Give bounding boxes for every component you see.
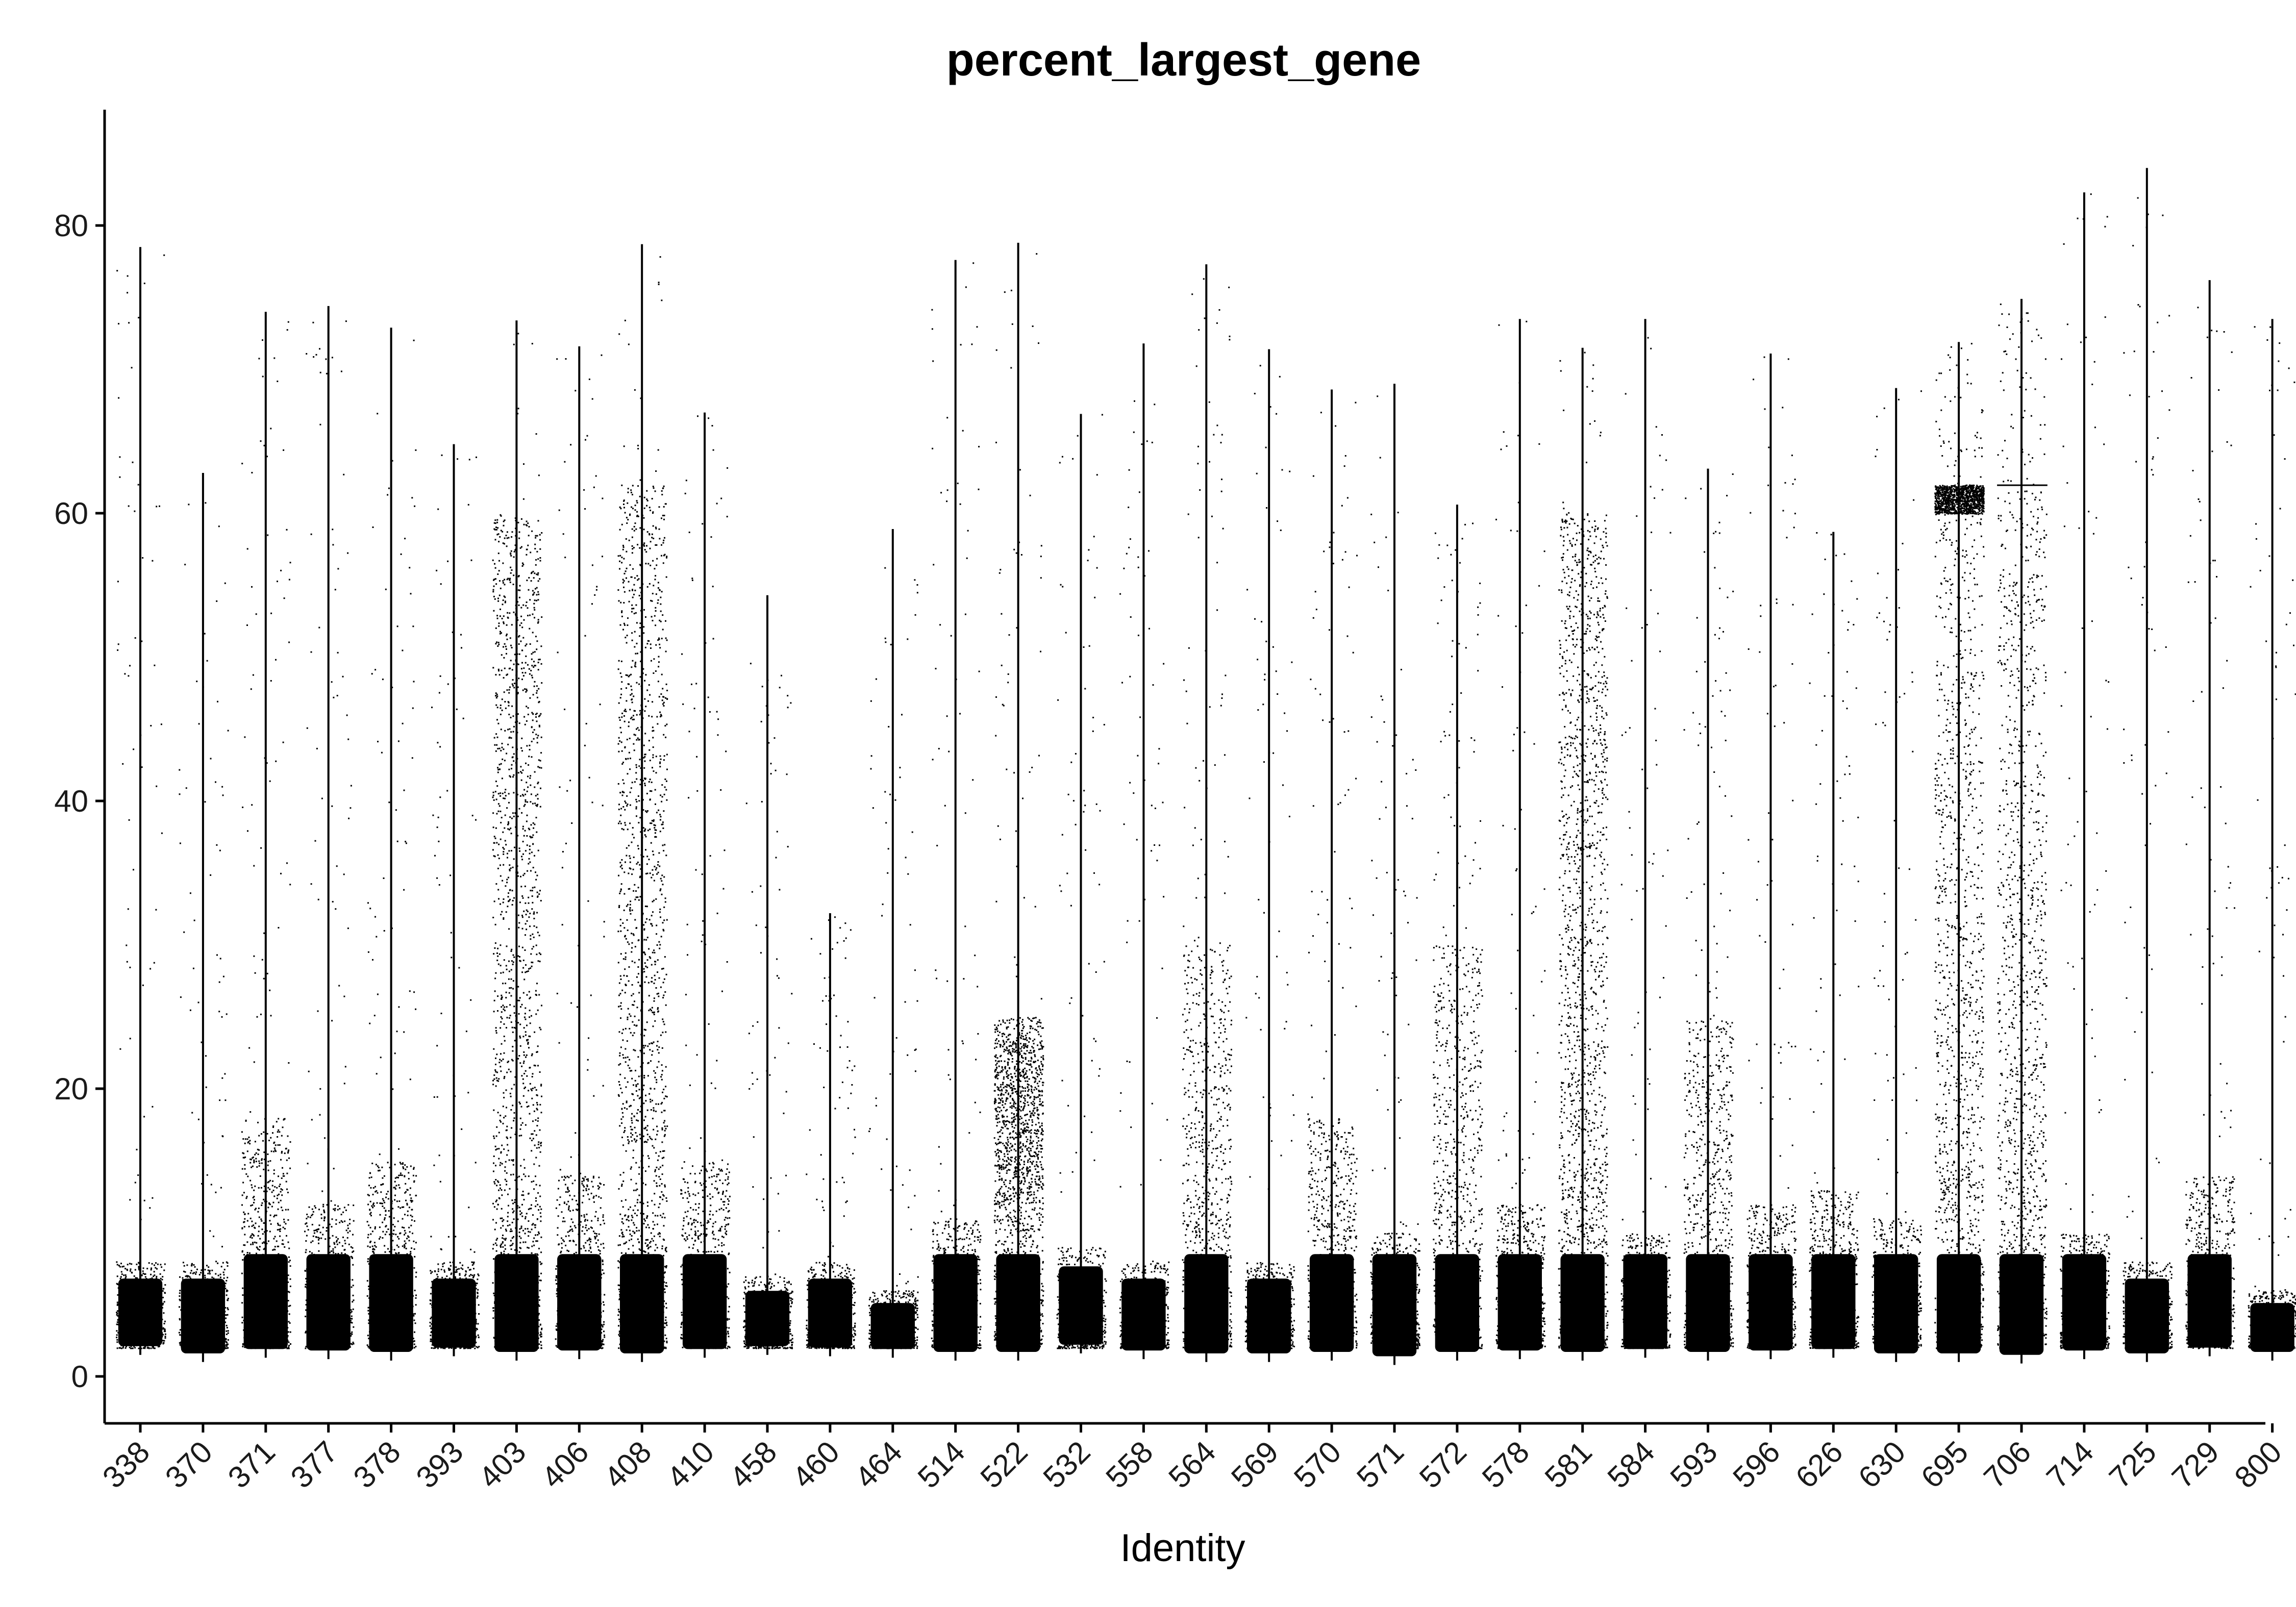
x-tick-label-464: 464 xyxy=(848,1435,909,1495)
x-tick-label-393: 393 xyxy=(410,1435,470,1495)
jitter-points-572 xyxy=(1433,522,1483,1349)
x-tick-label-564: 564 xyxy=(1162,1435,1222,1495)
chart-title: percent_largest_gene xyxy=(946,35,1421,86)
x-tick-label-630: 630 xyxy=(1852,1435,1912,1495)
x-tick-label-596: 596 xyxy=(1726,1435,1786,1495)
x-tick-label-406: 406 xyxy=(535,1435,595,1495)
y-tick-label-80: 80 xyxy=(54,209,88,243)
x-tick-label-571: 571 xyxy=(1350,1435,1410,1495)
jitter-points-596 xyxy=(1746,356,1797,1349)
x-tick-label-532: 532 xyxy=(1037,1435,1097,1495)
x-tick-label-378: 378 xyxy=(347,1435,407,1495)
y-tick-label-40: 40 xyxy=(54,784,88,818)
y-tick-label-0: 0 xyxy=(71,1360,88,1394)
x-tick-label-714: 714 xyxy=(2040,1435,2100,1495)
x-axis-label: Identity xyxy=(1120,1526,1245,1570)
x-tick-label-626: 626 xyxy=(1789,1435,1849,1495)
x-tick-label-572: 572 xyxy=(1413,1435,1473,1495)
x-tick-label-569: 569 xyxy=(1225,1435,1285,1495)
x-tick-label-584: 584 xyxy=(1601,1435,1661,1495)
x-tick-label-558: 558 xyxy=(1099,1435,1159,1495)
x-tick-label-514: 514 xyxy=(911,1435,971,1495)
x-tick-label-377: 377 xyxy=(284,1435,344,1495)
x-tick-label-578: 578 xyxy=(1476,1435,1536,1495)
x-tick-label-403: 403 xyxy=(472,1435,532,1495)
x-tick-label-725: 725 xyxy=(2103,1435,2163,1495)
jitter-points-408 xyxy=(617,256,668,1349)
x-tick-label-695: 695 xyxy=(1914,1435,1975,1495)
x-tick-label-408: 408 xyxy=(597,1435,658,1495)
y-tick-label-20: 20 xyxy=(54,1072,88,1106)
x-tick-label-370: 370 xyxy=(159,1435,219,1495)
x-tick-label-371: 371 xyxy=(221,1435,282,1495)
x-tick-label-522: 522 xyxy=(974,1435,1034,1495)
jitter-points-584 xyxy=(1620,337,1671,1349)
x-tick-label-593: 593 xyxy=(1664,1435,1724,1495)
x-tick-label-581: 581 xyxy=(1538,1435,1599,1495)
x-tick-label-800: 800 xyxy=(2228,1435,2288,1495)
violins-layer xyxy=(139,168,2274,1365)
y-tick-label-60: 60 xyxy=(54,496,88,531)
x-tick-label-410: 410 xyxy=(660,1435,720,1495)
jitter-points-378 xyxy=(366,339,417,1349)
x-tick-label-729: 729 xyxy=(2165,1435,2226,1495)
x-tick-label-338: 338 xyxy=(96,1435,156,1495)
x-tick-label-570: 570 xyxy=(1287,1435,1347,1495)
x-tick-label-706: 706 xyxy=(1977,1435,2037,1495)
x-tick-label-458: 458 xyxy=(723,1435,783,1495)
x-tick-label-460: 460 xyxy=(786,1435,846,1495)
